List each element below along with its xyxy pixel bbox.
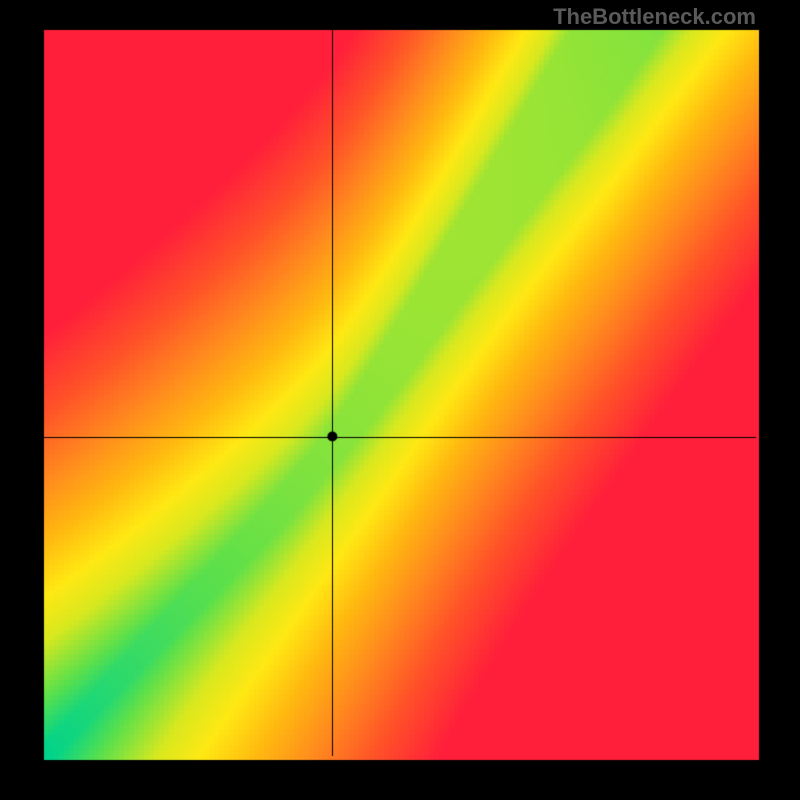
chart-container: TheBottleneck.com <box>0 0 800 800</box>
watermark-text: TheBottleneck.com <box>553 4 756 30</box>
bottleneck-heatmap-canvas <box>0 0 800 800</box>
